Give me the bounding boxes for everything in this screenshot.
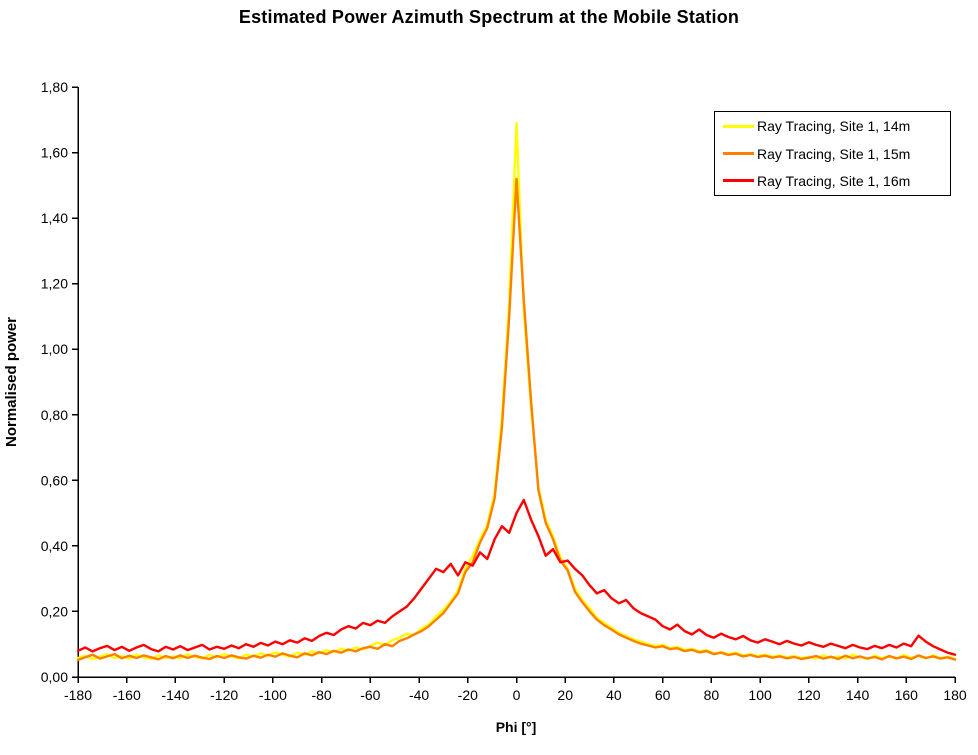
y-tick-label: 0,80 [41,407,68,423]
x-tick-label: 100 [748,687,772,703]
legend-entry: Ray Tracing, Site 1, 15m [715,141,950,167]
x-tick-label: 60 [655,687,671,703]
y-tick-label: 0,00 [41,669,68,685]
legend-entry: Ray Tracing, Site 1, 16m [715,168,950,194]
legend-line-sample [723,179,754,183]
x-axis-title: Phi [°] [496,719,537,735]
legend: Ray Tracing, Site 1, 14m Ray Tracing, Sit… [714,111,951,196]
x-tick-label: 40 [606,687,622,703]
x-tick-label: -60 [360,687,380,703]
x-tick-label: 0 [513,687,521,703]
y-tick-label: 0,20 [41,603,68,619]
series-line-2 [76,498,957,656]
y-tick-label: 1,80 [41,79,68,95]
y-axis-title: Normalised power [3,317,20,447]
x-tick-label: -100 [259,687,287,703]
x-tick-label: 20 [557,687,573,703]
legend-line-sample [723,152,754,155]
x-tick-label: -140 [161,687,189,703]
y-tick-label: 1,60 [41,145,68,161]
x-tick-label: -160 [113,687,141,703]
x-tick-label: 160 [895,687,919,703]
x-tick-label: -40 [409,687,429,703]
x-tick-label: 140 [846,687,870,703]
chart-title: Estimated Power Azimuth Spectrum at the … [238,7,740,27]
legend-label: Ray Tracing, Site 1, 15m [757,145,911,162]
series-line-1 [76,177,957,662]
y-tick-label: 1,20 [41,276,68,292]
series-line-0 [76,121,957,661]
x-tick-label: 180 [943,687,967,703]
legend-line-sample [723,124,754,128]
y-tick-label: 0,40 [41,538,68,554]
legend-label: Ray Tracing, Site 1, 14m [757,118,911,135]
x-tick-label: -180 [64,687,92,703]
y-tick-label: 1,00 [41,341,68,357]
legend-label: Ray Tracing, Site 1, 16m [757,172,911,189]
x-tick-label: 80 [704,687,720,703]
y-tick-label: 1,40 [41,210,68,226]
x-tick-label: -120 [210,687,238,703]
x-tick-label: -20 [458,687,478,703]
x-tick-label: -80 [311,687,331,703]
legend-entry: Ray Tracing, Site 1, 14m [715,113,950,139]
x-tick-label: 120 [797,687,821,703]
y-tick-label: 0,60 [41,472,68,488]
